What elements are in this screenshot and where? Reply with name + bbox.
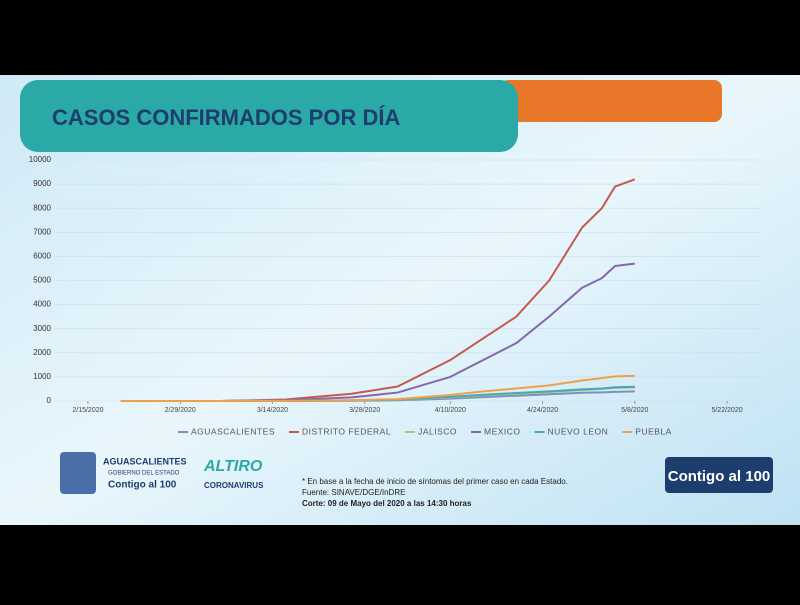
coat-of-arms xyxy=(60,452,96,494)
logo-campaign: ALTIRO CORONAVIRUS xyxy=(203,458,264,490)
legend-label: DISTRITO FEDERAL xyxy=(302,426,391,436)
logo-text: GOBIERNO DEL ESTADO xyxy=(108,471,180,477)
y-tick-label: 7000 xyxy=(33,227,51,236)
y-tick-label: 8000 xyxy=(33,203,51,212)
logo-state: AGUASCALIENTES GOBIERNO DEL ESTADO Conti… xyxy=(60,452,187,494)
logo-text: AGUASCALIENTES xyxy=(103,456,187,466)
orange-banner xyxy=(500,80,722,122)
x-tick-label: 4/24/2020 xyxy=(527,407,558,414)
y-tick-label: 4000 xyxy=(33,300,51,309)
x-tick-label: 3/28/2020 xyxy=(349,407,380,414)
title-banner xyxy=(20,80,518,152)
y-tick-label: 10000 xyxy=(29,155,52,164)
note: * En base a la fecha de inicio de síntom… xyxy=(302,477,568,486)
x-tick-label: 5/8/2020 xyxy=(621,407,648,414)
x-tick-label: 2/15/2020 xyxy=(72,407,103,414)
note: Corte: 09 de Mayo del 2020 a las 14:30 h… xyxy=(302,499,472,508)
legend: AGUASCALIENTES DISTRITO FEDERAL JALISCO MEX… xyxy=(178,426,672,436)
legend-label: PUEBLA xyxy=(635,426,672,436)
y-tick-label: 1000 xyxy=(33,372,51,381)
legend-label: AGUASCALIENTES xyxy=(191,426,275,436)
legend-label: NUEVO LEON xyxy=(548,426,609,436)
logo-text: Contigo al 100 xyxy=(108,480,177,491)
logo-text: CORONAVIRUS xyxy=(204,481,264,490)
x-tick-label: 3/14/2020 xyxy=(257,407,288,414)
plot-area: 0 1000 2000 3000 4000 5000 6000 7000 8000 9000 100… xyxy=(29,155,760,414)
x-tick-label: 4/10/2020 xyxy=(435,407,466,414)
x-tick-label: 5/22/2020 xyxy=(711,407,742,414)
legend-label: MEXICO xyxy=(484,426,521,436)
y-tick-label: 2000 xyxy=(33,348,51,357)
y-tick-label: 3000 xyxy=(33,324,51,333)
x-tick-label: 2/29/2020 xyxy=(165,407,196,414)
y-tick-label: 9000 xyxy=(33,179,51,188)
y-tick-label: 5000 xyxy=(33,276,51,285)
note: Fuente: SINAVE/DGE/InDRE xyxy=(302,488,405,497)
y-tick-label: 6000 xyxy=(33,252,51,261)
legend-label: JALISCO xyxy=(418,426,457,436)
badge-text: Contigo al 100 xyxy=(668,468,771,485)
badge xyxy=(665,457,773,493)
logo-text: ALTIRO xyxy=(203,458,263,475)
chart-title: CASOS CONFIRMADOS POR DÍA xyxy=(52,105,400,130)
series-line xyxy=(120,374,635,402)
y-tick-label: 0 xyxy=(47,396,52,405)
